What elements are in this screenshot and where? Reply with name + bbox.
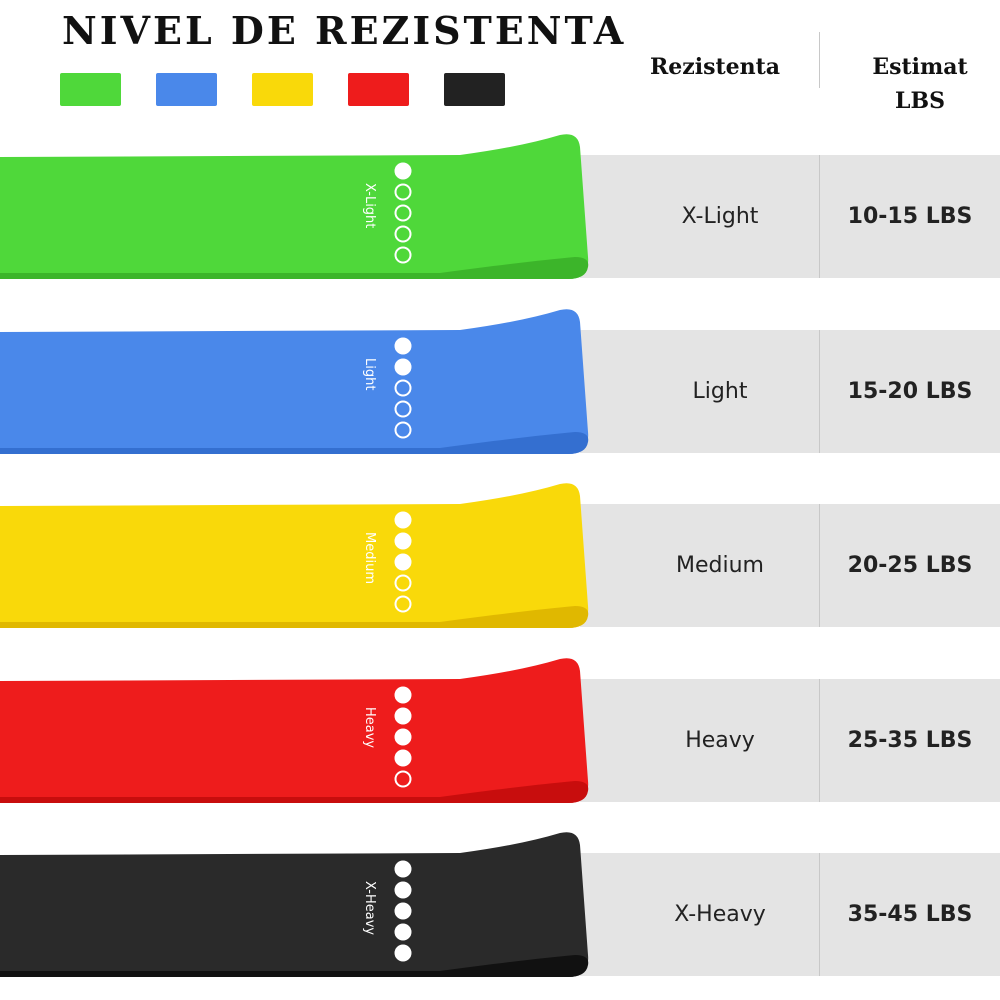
column-divider: [819, 504, 820, 627]
dot-empty-icon: [394, 595, 412, 613]
dot-filled-icon: [394, 337, 412, 354]
dot-empty-icon: [394, 225, 412, 243]
dot-filled-icon: [394, 553, 412, 571]
dot-filled-icon: [394, 923, 412, 941]
header-estimate-line2: LBS: [895, 88, 945, 114]
resistance-level: Light: [692, 378, 748, 404]
table-row: X-Light 10-15 LBS: [580, 155, 1000, 278]
dot-filled-icon: [394, 686, 412, 703]
color-swatch: [156, 73, 217, 106]
table-row: Light 15-20 LBS: [580, 329, 1000, 453]
page-title: NIVEL DE REZISTENTA: [62, 8, 627, 53]
resistance-level: X-Heavy: [674, 902, 766, 927]
resistance-band: X-Light: [0, 134, 589, 279]
resistance-level: X-Light: [681, 204, 759, 229]
dot-filled-icon: [394, 707, 412, 724]
dot-filled-icon: [394, 728, 412, 745]
estimated-lbs: 15-20 LBS: [847, 378, 973, 404]
color-swatch: [348, 73, 409, 106]
column-divider: [819, 329, 820, 453]
band-label: X-Light: [362, 183, 377, 228]
dot-filled-icon: [394, 881, 412, 899]
color-swatch: [60, 73, 121, 106]
estimated-lbs: 25-35 LBS: [847, 727, 973, 753]
dot-filled-icon: [394, 860, 412, 878]
header-divider: [819, 32, 820, 88]
band-label: Medium: [362, 532, 377, 584]
dot-empty-icon: [394, 400, 412, 417]
dot-filled-icon: [394, 162, 412, 180]
dot-empty-icon: [394, 204, 412, 222]
table-row: Medium 20-25 LBS: [580, 504, 1000, 627]
table-row: X-Heavy 35-45 LBS: [580, 853, 1000, 976]
dot-filled-icon: [394, 511, 412, 529]
dot-empty-icon: [394, 246, 412, 264]
resistance-level: Medium: [676, 553, 764, 578]
dot-empty-icon: [394, 183, 412, 201]
band-label: Light: [362, 358, 377, 390]
dot-empty-icon: [394, 574, 412, 592]
dot-empty-icon: [394, 421, 412, 438]
header-estimate: Estimat LBS: [840, 50, 1000, 118]
column-divider: [819, 678, 820, 802]
column-divider: [819, 155, 820, 278]
table-row: Heavy 25-35 LBS: [580, 678, 1000, 802]
header-estimate-line1: Estimat: [872, 54, 968, 80]
resistance-band: X-Heavy: [0, 832, 589, 977]
color-swatch: [252, 73, 313, 106]
dot-filled-icon: [394, 749, 412, 766]
header-resistance: Rezistenta: [649, 54, 781, 80]
resistance-band: Medium: [0, 483, 589, 628]
resistance-band: Light: [0, 308, 589, 454]
estimated-lbs: 35-45 LBS: [847, 902, 973, 927]
column-divider: [819, 853, 820, 976]
estimated-lbs: 20-25 LBS: [847, 553, 973, 578]
estimated-lbs: 10-15 LBS: [847, 204, 973, 229]
dot-filled-icon: [394, 944, 412, 962]
color-swatch: [444, 73, 505, 106]
resistance-level: Heavy: [685, 727, 755, 753]
resistance-band: Heavy: [0, 657, 589, 803]
dot-filled-icon: [394, 902, 412, 920]
band-label: Heavy: [362, 707, 377, 748]
band-label: X-Heavy: [362, 881, 377, 935]
dot-filled-icon: [394, 532, 412, 550]
dot-empty-icon: [394, 770, 412, 787]
dot-filled-icon: [394, 358, 412, 375]
dot-empty-icon: [394, 379, 412, 396]
